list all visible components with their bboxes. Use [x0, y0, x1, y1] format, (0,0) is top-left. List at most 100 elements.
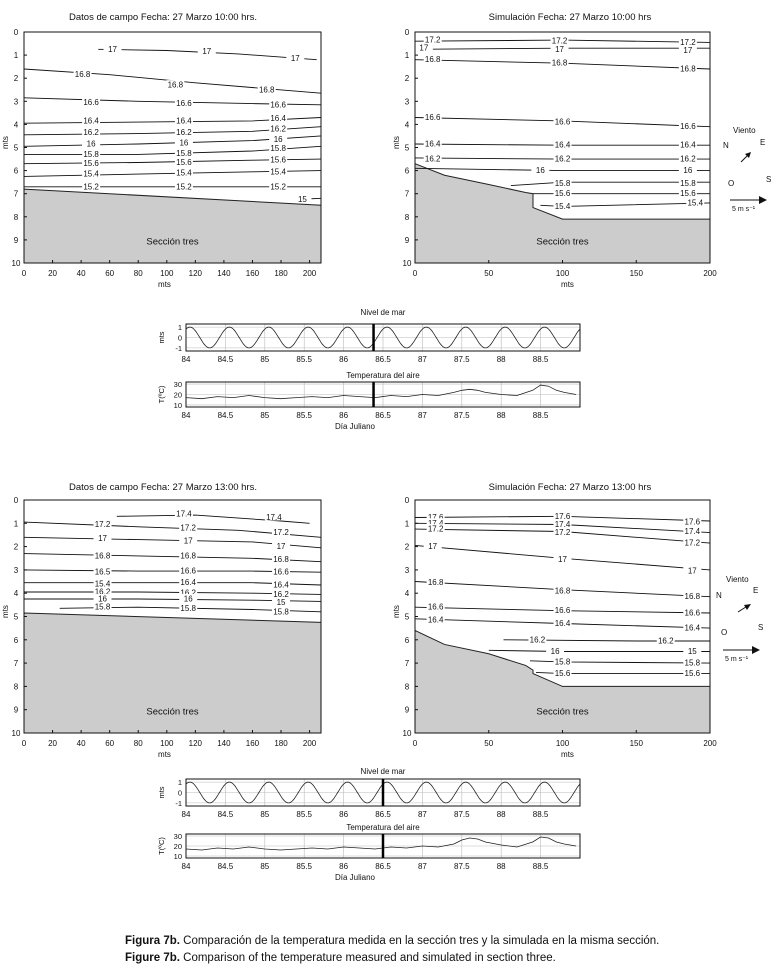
wind-west-label: O [721, 628, 727, 637]
isotherm-label: 17.4 [685, 527, 701, 536]
isotherm-label-bg [93, 550, 112, 559]
isotherm-label: 17.2 [428, 525, 444, 534]
isotherm-label: 16.8 [555, 586, 571, 595]
isotherm-label: 16.2 [83, 128, 99, 137]
timeseries-sea_13: Nivel de mar 84 84.5 85 85.5 86 86.5 87 87.5 88 88… [157, 767, 581, 819]
isotherm-label: 16.6 [270, 100, 286, 109]
y-tick-label: 20 [174, 842, 182, 851]
isotherm-label: 15.6 [555, 189, 571, 198]
isotherm-label: 16.6 [176, 99, 192, 108]
x-tick-label: 20 [48, 739, 57, 748]
x-tick-label: 87 [418, 810, 427, 819]
isotherm-label: 16.8 [180, 551, 196, 560]
seabed-area [23, 188, 322, 264]
isotherm-label: 16 [683, 166, 692, 175]
y-axis-label: mts [157, 331, 166, 343]
x-tick-label: 50 [484, 739, 493, 748]
isotherm-label-bg [553, 201, 572, 210]
x-tick-label: 200 [303, 269, 317, 278]
isotherm-label: 16.8 [428, 578, 444, 587]
isotherm-label: 15.4 [687, 198, 703, 207]
isotherm-label: 16.4 [273, 581, 289, 590]
x-tick-label: 150 [630, 269, 644, 278]
isotherm-label-bg [678, 178, 697, 187]
y-tick-label: 1 [178, 778, 182, 787]
isotherm-label-bg [683, 668, 702, 677]
x-tick-label: 60 [105, 269, 114, 278]
x-tick-label: 84.5 [218, 355, 234, 364]
plot-title: Datos de campo Fecha: 27 Marzo 13:00 hrs… [69, 482, 257, 493]
isotherm-line [503, 639, 710, 642]
isotherm-label-bg [174, 148, 193, 157]
isotherm-label: 16.6 [425, 113, 441, 122]
x-tick-label: 84 [182, 411, 191, 420]
isotherm-label: 15.8 [555, 657, 571, 666]
x-tick-label: 160 [246, 269, 260, 278]
isotherm-label-bg [269, 166, 288, 175]
isotherm-label: 16.6 [685, 609, 701, 618]
isotherm-label-bg [678, 45, 697, 54]
x-tick-label: 88.5 [533, 355, 549, 364]
x-tick-label: 86.5 [375, 355, 391, 364]
x-tick-label: 20 [48, 269, 57, 278]
y-tick-label: 7 [405, 659, 410, 668]
y-tick-label: 3 [14, 97, 19, 106]
isotherm-label-bg [82, 169, 101, 178]
isotherm-label: 16 [179, 138, 188, 147]
isotherm-label: 16.8 [95, 551, 111, 560]
isotherm-label-bg [293, 194, 312, 203]
wind-scale-label: 5 m s⁻¹ [725, 656, 749, 663]
isotherm-label-bg [82, 181, 101, 190]
y-tick-label: 10 [403, 729, 412, 738]
isotherm-label: 16.4 [555, 619, 571, 628]
y-tick-label: 1 [14, 51, 19, 60]
x-tick-label: 87.5 [454, 411, 470, 420]
isotherm-label-bg [269, 155, 288, 164]
y-tick-label: 10 [12, 259, 21, 268]
isotherm-label-bg [678, 37, 697, 46]
wind-west-label: O [728, 179, 734, 188]
isotherm-label: 15.6 [83, 159, 99, 168]
isotherm-label-bg [179, 594, 198, 603]
isotherm-label: 17.4 [176, 509, 192, 518]
isotherm-label-bg [550, 58, 569, 67]
y-tick-label: 0 [14, 28, 19, 37]
isotherm-label-bg [553, 188, 572, 197]
y-tick-label: 20 [174, 391, 182, 400]
x-tick-label: 86 [339, 862, 348, 871]
isotherm-label: 15.8 [270, 144, 286, 153]
isotherm-label: 16 [536, 166, 545, 175]
isotherm-label: 16 [274, 135, 283, 144]
x-tick-label: 87 [418, 411, 427, 420]
isotherm-label-bg [179, 535, 198, 544]
y-tick-label: 1 [405, 51, 410, 60]
x-tick-label: 180 [274, 269, 288, 278]
x-tick-label: 85 [260, 810, 269, 819]
wind-compass-bottom: Viento N E O S 5 m s⁻¹ [716, 575, 763, 663]
isotherm-label-bg [179, 522, 198, 531]
wind-scale-arrow-icon [723, 646, 760, 654]
isotherm-label: 16.8 [552, 59, 568, 68]
isotherm-label-bg [426, 602, 445, 611]
isotherm-label-bg [553, 154, 572, 163]
isotherm-label-bg [553, 605, 572, 614]
isotherm-label-bg [678, 63, 697, 72]
y-axis-label: mts [1, 136, 10, 149]
x-tick-label: 120 [189, 269, 203, 278]
x-tick-label: 40 [77, 269, 86, 278]
isotherm-label: 15.2 [83, 182, 99, 191]
wind-north-label: N [716, 591, 722, 600]
isotherm-label-bg [414, 43, 433, 52]
isotherm-label-bg [286, 53, 305, 62]
x-tick-label: 85.5 [296, 810, 312, 819]
isotherm-label: 15.4 [95, 579, 111, 588]
y-tick-label: 3 [405, 97, 410, 106]
isotherm-label-bg [272, 554, 291, 563]
isotherm-label: 17 [202, 47, 211, 56]
x-tick-label: 87 [418, 862, 427, 871]
x-tick-label: 86.5 [375, 810, 391, 819]
isotherm-label-bg [179, 588, 198, 597]
x-tick-label: 84.5 [218, 411, 234, 420]
x-tick-label: 0 [413, 269, 418, 278]
